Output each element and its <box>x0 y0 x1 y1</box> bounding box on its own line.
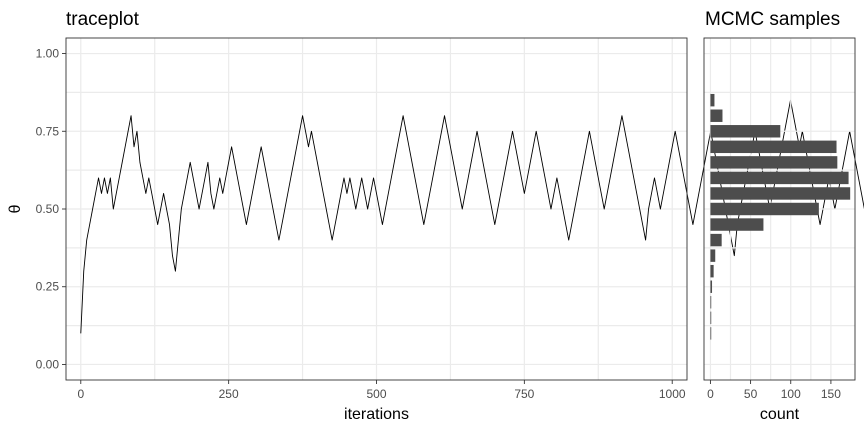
histogram-bar <box>710 218 764 231</box>
x-tick-label: 750 <box>514 387 534 401</box>
histogram-frame <box>703 37 856 381</box>
x-tick-label: 0 <box>707 387 714 401</box>
x-tick-label: 250 <box>219 387 239 401</box>
y-tick-label: 1.00 <box>36 47 60 61</box>
x-tick-label: 500 <box>366 387 386 401</box>
histogram-bar <box>710 249 716 262</box>
y-tick-label: 0.75 <box>36 124 60 138</box>
traceplot-x-ticks: 0 250 500 750 1000 <box>77 380 686 401</box>
traceplot-x-label: iterations <box>344 406 409 423</box>
histogram-bar <box>710 264 714 278</box>
histogram-bar <box>710 125 781 138</box>
x-tick-label: 100 <box>781 387 801 401</box>
histogram-bar <box>710 109 723 122</box>
traceplot-panel: traceplot 0 250 500 750 1000 0.000.250.500.7… <box>7 9 864 423</box>
traceplot-y-label: θ <box>7 204 24 213</box>
y-tick-label: 0.50 <box>36 202 60 216</box>
histogram-title: MCMC samples <box>705 9 840 30</box>
histogram-bar <box>710 280 713 293</box>
histogram-bar <box>710 156 838 169</box>
x-tick-label: 0 <box>77 387 84 401</box>
histogram-bar <box>710 202 819 216</box>
y-tick-label: 0.00 <box>36 357 60 371</box>
x-tick-label: 50 <box>744 387 758 401</box>
histogram-bars <box>710 93 851 340</box>
histogram-bar <box>710 93 715 107</box>
x-tick-label: 1000 <box>659 387 686 401</box>
histogram-bar <box>710 187 851 200</box>
traceplot-y-ticks: 0.00 0.25 0.50 0.75 1.00 <box>36 47 66 371</box>
histogram-bar <box>710 233 722 247</box>
x-tick-label: 150 <box>821 387 841 401</box>
histogram-bar <box>710 327 712 340</box>
traceplot-title: traceplot <box>66 9 140 30</box>
traceplot-gridlines <box>66 38 687 380</box>
histogram-bar <box>710 311 712 325</box>
histogram-bar <box>710 171 849 185</box>
histogram-panel: MCMC samples 0 50 100 150 count <box>703 9 856 423</box>
y-tick-label: 0.25 <box>36 280 60 294</box>
histogram-bar <box>710 296 712 309</box>
histogram-x-ticks: 0 50 100 150 <box>707 380 841 401</box>
histogram-x-label: count <box>760 406 800 423</box>
histogram-bar <box>710 140 837 154</box>
